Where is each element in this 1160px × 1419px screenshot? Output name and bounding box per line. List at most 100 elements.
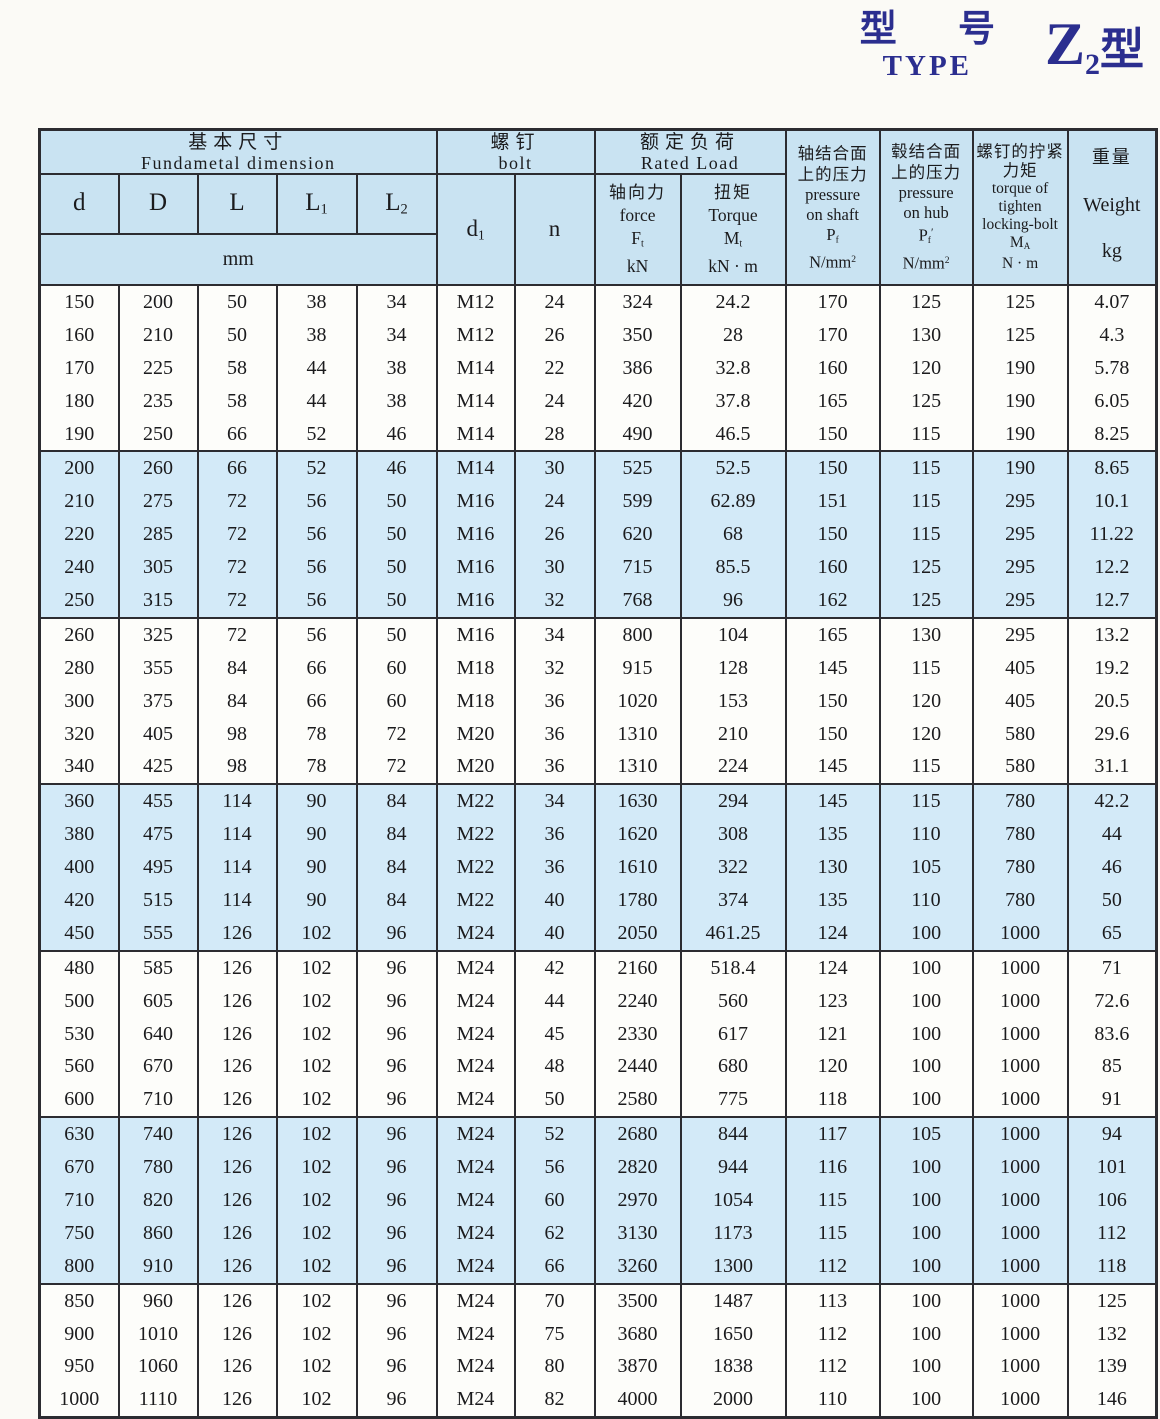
cell: M14 — [435, 351, 515, 385]
cell: 386 — [593, 351, 681, 385]
phub-symbol: Pf′ — [918, 225, 934, 247]
cell: 68 — [679, 518, 786, 552]
table-row: 450 555 126 102 96 M24 40 2050 461.25 124 100 1000 6… — [38, 916, 1157, 951]
cell: 114 — [196, 851, 277, 885]
cell: 126 — [196, 1216, 277, 1250]
cell: 50 — [1066, 884, 1157, 917]
cell: 115 — [878, 485, 973, 519]
cell: 190 — [38, 417, 119, 452]
cell: 24 — [513, 284, 595, 319]
cell: 325 — [117, 616, 198, 652]
cell: 3680 — [593, 1317, 681, 1351]
cell: 275 — [117, 485, 198, 519]
cell: 126 — [196, 1083, 277, 1118]
cell: 450 — [38, 916, 119, 951]
cell: 102 — [275, 1216, 357, 1250]
cell: 102 — [275, 1383, 357, 1418]
cell: 120 — [784, 1050, 880, 1084]
cell: 153 — [679, 684, 786, 718]
cell: M14 — [435, 417, 515, 452]
cell: 115 — [878, 417, 973, 452]
cell: 250 — [117, 417, 198, 452]
cell: 85 — [1066, 1050, 1157, 1084]
cell: 28 — [513, 417, 595, 452]
cell: 94 — [1066, 1116, 1157, 1152]
cell: 102 — [275, 1184, 357, 1217]
col-torque: 扭矩 Torque Mt kN · m — [679, 174, 786, 285]
mbolt-symbol: MA — [1009, 233, 1031, 252]
cell: 32 — [513, 651, 595, 685]
cell: 1000 — [971, 1350, 1068, 1384]
cell: 960 — [117, 1282, 198, 1318]
cell: 102 — [275, 984, 357, 1018]
cell: 100 — [878, 1017, 973, 1051]
cell: 72 — [196, 584, 277, 618]
cell: 85.5 — [679, 551, 786, 585]
cell: 355 — [117, 651, 198, 685]
cell: 115 — [784, 1184, 880, 1217]
cell: 13.2 — [1066, 616, 1157, 652]
cell: 120 — [878, 717, 973, 751]
cell: 100 — [878, 1083, 973, 1118]
cell: 375 — [117, 684, 198, 718]
cell: 599 — [593, 485, 681, 519]
cell: 900 — [38, 1317, 119, 1351]
cell: 126 — [196, 1151, 277, 1185]
title-block: 型 号 TYPE Z2型 — [834, 10, 1144, 82]
cell: 2820 — [593, 1151, 681, 1185]
cell: 40 — [513, 884, 595, 917]
cell: 96 — [355, 1383, 437, 1418]
cell: 860 — [117, 1216, 198, 1250]
cell: 50 — [355, 485, 437, 519]
cell: 8.65 — [1066, 450, 1157, 486]
cell: 1000 — [971, 1017, 1068, 1051]
cell: 30 — [513, 551, 595, 585]
cell: 780 — [971, 783, 1068, 819]
cell: 480 — [38, 949, 119, 985]
cell: 130 — [878, 318, 973, 352]
cell: 322 — [679, 851, 786, 885]
cell: 115 — [878, 750, 973, 785]
cell: 150 — [38, 284, 119, 319]
cell: 98 — [196, 717, 277, 751]
torque-en: Torque — [708, 204, 758, 225]
force-symbol: Ft — [631, 227, 644, 250]
table-row: 900 1010 126 102 96 M24 75 3680 1650 112 100 1000 13… — [38, 1317, 1157, 1351]
cell: 461.25 — [679, 916, 786, 951]
table-row: 480 585 126 102 96 M24 42 2160 518.4 124 100 1000 71 — [38, 949, 1157, 985]
cell: 112 — [784, 1317, 880, 1351]
cell: 96 — [355, 1017, 437, 1051]
cell: M24 — [435, 1151, 515, 1185]
cell: 50 — [513, 1083, 595, 1118]
cell: 90 — [275, 783, 357, 819]
cell: 112 — [1066, 1216, 1157, 1250]
cell: 775 — [679, 1083, 786, 1118]
cell: 36 — [513, 717, 595, 751]
cell: 112 — [784, 1350, 880, 1384]
cell: M12 — [435, 284, 515, 319]
cell: 1610 — [593, 851, 681, 885]
cell: 46 — [355, 417, 437, 452]
cell: 585 — [117, 949, 198, 985]
cell: 84 — [355, 851, 437, 885]
cell: 170 — [784, 284, 880, 319]
cell: 145 — [784, 750, 880, 785]
cell: 475 — [117, 818, 198, 852]
cell: 100 — [878, 1317, 973, 1351]
cell: M12 — [435, 318, 515, 352]
table-row: 850 960 126 102 96 M24 70 3500 1487 113 100 1000 125 — [38, 1282, 1157, 1318]
cell: 605 — [117, 984, 198, 1018]
cell: 126 — [196, 984, 277, 1018]
cell: 125 — [878, 551, 973, 585]
cell: 100 — [878, 916, 973, 951]
cell: 56 — [275, 616, 357, 652]
cell: 455 — [117, 783, 198, 819]
cell: 102 — [275, 1050, 357, 1084]
cell: 32.8 — [679, 351, 786, 385]
cell: 120 — [878, 684, 973, 718]
cell: 780 — [971, 851, 1068, 885]
cell: 42 — [513, 949, 595, 985]
cell: 91 — [1066, 1083, 1157, 1118]
col-L: L — [196, 174, 277, 235]
cell: 24 — [513, 485, 595, 519]
